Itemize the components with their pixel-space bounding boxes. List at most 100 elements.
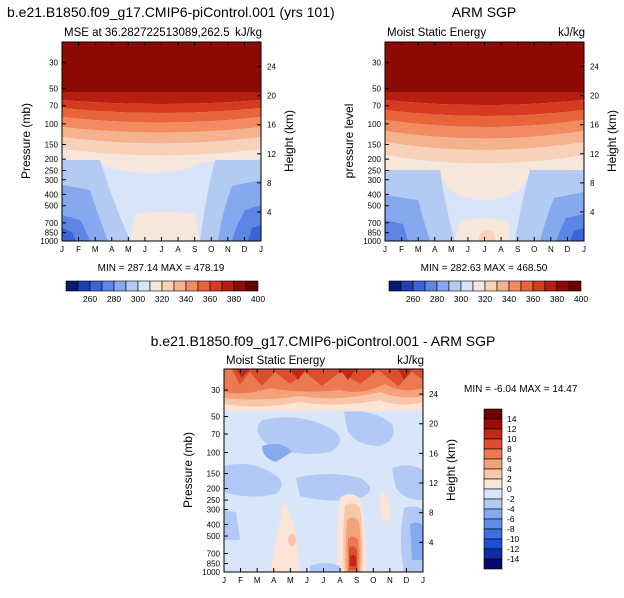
colorbar-label: 340	[502, 294, 516, 304]
panel-model-ylabel-right: Height (km)	[282, 110, 296, 172]
y-tick-label: 150	[368, 140, 382, 149]
y-tick-label: 200	[45, 155, 59, 164]
x-tick-label: F	[399, 245, 404, 254]
x-tick-label: A	[432, 245, 438, 254]
x-tick-label: D	[565, 245, 571, 254]
colorbar-label: 380	[550, 294, 564, 304]
panel-model: b.e21.B1850.f09_g17.CMIP6-piControl.001 …	[7, 4, 335, 274]
colorbar-swatch	[221, 280, 235, 292]
colorbar-label: -4	[507, 504, 515, 514]
colorbar-swatch	[77, 280, 91, 292]
y-tick-right-label: 12	[429, 479, 438, 488]
y-tick-label: 30	[372, 59, 381, 68]
y-tick-label: 50	[49, 85, 58, 94]
y-tick-label: 50	[372, 85, 381, 94]
x-tick-label: N	[225, 245, 231, 254]
colorbar-label: 400	[574, 294, 588, 304]
x-tick-label: J	[383, 245, 387, 254]
colorbar-label: 8	[507, 444, 512, 454]
panel-diff-minmax: MIN = -6.04 MAX = 14.47	[464, 384, 578, 395]
colorbar-swatch	[483, 548, 503, 560]
colorbar-label: 260	[83, 294, 97, 304]
colorbar-label: 340	[179, 294, 193, 304]
y-tick-right-label: 12	[590, 150, 599, 159]
colorbar-swatch	[483, 458, 503, 470]
y-tick-label: 100	[368, 120, 382, 129]
y-tick-label: 700	[207, 549, 221, 558]
x-tick-label: N	[387, 576, 393, 585]
colorbar-swatch	[89, 280, 103, 292]
colorbar-swatch	[483, 558, 503, 570]
y-tick-right-label: 24	[429, 390, 438, 399]
x-tick-label: J	[322, 576, 326, 585]
x-tick-label: O	[208, 245, 214, 254]
colorbar-swatch	[483, 518, 503, 530]
colorbar-label: 6	[507, 454, 512, 464]
colorbar-label: 400	[251, 294, 265, 304]
panel-model-ylabel: Pressure (mb)	[19, 103, 33, 179]
y-tick-label: 30	[211, 386, 220, 395]
panel-obs-ylabel-right: Height (km)	[605, 110, 619, 172]
x-tick-label: J	[259, 245, 263, 254]
colorbar-swatch	[532, 280, 546, 292]
colorbar-swatch	[496, 280, 510, 292]
colorbar-label: -2	[507, 494, 515, 504]
colorbar-label: 360	[203, 294, 217, 304]
colorbar-swatch	[508, 280, 522, 292]
y-tick-label: 500	[207, 532, 221, 541]
panel-model-title: b.e21.B1850.f09_g17.CMIP6-piControl.001 …	[7, 4, 335, 20]
colorbar-swatch	[436, 280, 450, 292]
colorbar-swatch	[483, 488, 503, 500]
y-tick-label: 500	[45, 202, 59, 211]
panel-diff-units: kJ/kg	[397, 355, 424, 367]
y-tick-label: 300	[45, 176, 59, 185]
colorbar-label: 0	[507, 484, 512, 494]
panel-diff-ylabel-right: Height (km)	[444, 439, 458, 501]
y-tick-label: 150	[45, 140, 59, 149]
colorbar-swatch	[460, 280, 474, 292]
x-tick-label: D	[242, 245, 248, 254]
colorbar-swatch	[484, 280, 498, 292]
panel-model-subtitle-left: MSE at 36.282722513089,262.5	[64, 27, 230, 39]
x-tick-label: F	[238, 576, 243, 585]
colorbar-swatch	[472, 280, 486, 292]
y-tick-label: 400	[368, 190, 382, 199]
panel-model-field	[62, 42, 261, 241]
x-tick-label: O	[370, 576, 376, 585]
colorbar-swatch	[483, 438, 503, 450]
x-tick-label: J	[222, 576, 226, 585]
panel-diff-field	[224, 369, 423, 572]
colorbar-swatch	[161, 280, 175, 292]
y-tick-right-label: 16	[590, 121, 599, 130]
y-tick-label: 200	[368, 155, 382, 164]
y-tick-right-label: 8	[267, 179, 272, 188]
colorbar-swatch	[483, 478, 503, 490]
y-tick-label: 850	[207, 560, 221, 569]
x-tick-label: M	[92, 245, 99, 254]
colorbar-swatch	[568, 280, 582, 292]
x-tick-label: A	[498, 245, 504, 254]
colorbar-swatch	[448, 280, 462, 292]
y-tick-right-label: 8	[590, 179, 595, 188]
x-tick-label: J	[466, 245, 470, 254]
y-tick-label: 70	[372, 102, 381, 111]
colorbar-swatch	[483, 428, 503, 440]
y-tick-label: 250	[207, 496, 221, 505]
colorbar-swatch	[197, 280, 211, 292]
x-tick-label: A	[175, 245, 181, 254]
colorbar-swatch	[483, 508, 503, 520]
x-tick-label: S	[192, 245, 197, 254]
y-tick-right-label: 4	[590, 208, 595, 217]
colorbar-swatch	[483, 418, 503, 430]
panel-model-units: kJ/kg	[235, 27, 262, 39]
colorbar-swatch	[233, 280, 247, 292]
y-tick-label: 300	[368, 176, 382, 185]
colorbar-swatch	[483, 468, 503, 480]
y-tick-label: 1000	[202, 568, 220, 577]
colorbar-swatch	[400, 280, 414, 292]
x-tick-label: J	[582, 245, 586, 254]
colorbar-label: 300	[131, 294, 145, 304]
panel-obs-subtitle-left: Moist Static Energy	[387, 27, 486, 39]
colorbar-label: -8	[507, 524, 515, 534]
